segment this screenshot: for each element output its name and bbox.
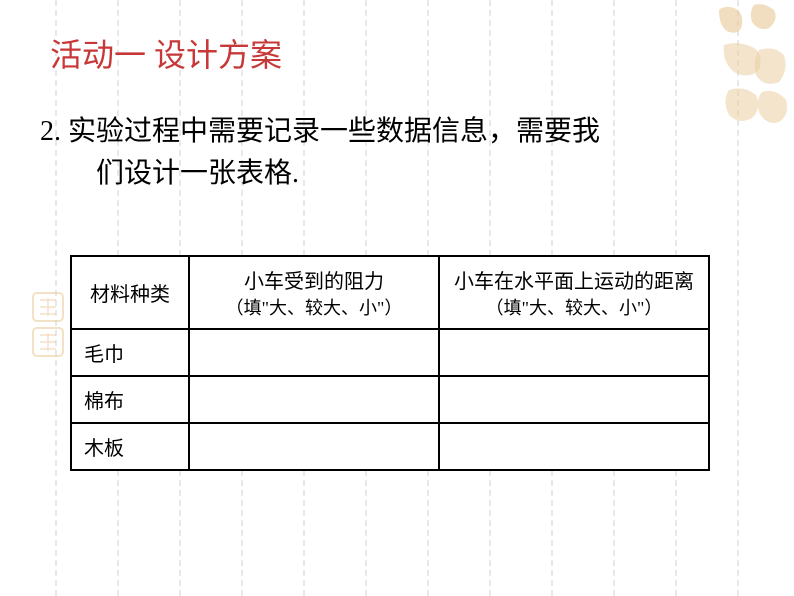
header-force-line1: 小车受到的阻力 [202, 265, 426, 294]
header-material: 材料种类 [71, 256, 189, 329]
cell-material: 木板 [71, 423, 189, 470]
cell-force [189, 329, 439, 376]
header-force: 小车受到的阻力 （填"大、较大、小"） [189, 256, 439, 329]
table-row: 棉布 [71, 376, 709, 423]
header-distance-line2: （填"大、较大、小"） [452, 294, 696, 320]
header-distance-line1: 小车在水平面上运动的距离 [452, 265, 696, 294]
cell-distance [439, 376, 709, 423]
table-header-row: 材料种类 小车受到的阻力 （填"大、较大、小"） 小车在水平面上运动的距离 （填… [71, 256, 709, 329]
paragraph-line1: 实验过程中需要记录一些数据信息，需要我 [68, 116, 600, 147]
cell-material: 棉布 [71, 376, 189, 423]
instruction-paragraph: 2. 实验过程中需要记录一些数据信息，需要我 们设计一张表格. [40, 111, 754, 195]
header-force-line2: （填"大、较大、小"） [202, 294, 426, 320]
paragraph-line2: 们设计一张表格. [40, 153, 754, 195]
main-content: 活动一 设计方案 2. 实验过程中需要记录一些数据信息，需要我 们设计一张表格.… [0, 0, 794, 501]
table-row: 毛巾 [71, 329, 709, 376]
paragraph-number: 2. [40, 116, 61, 147]
cell-force [189, 376, 439, 423]
cell-distance [439, 423, 709, 470]
cell-force [189, 423, 439, 470]
data-table: 材料种类 小车受到的阻力 （填"大、较大、小"） 小车在水平面上运动的距离 （填… [70, 255, 710, 471]
page-title: 活动一 设计方案 [40, 30, 754, 76]
cell-material: 毛巾 [71, 329, 189, 376]
header-distance: 小车在水平面上运动的距离 （填"大、较大、小"） [439, 256, 709, 329]
table-row: 木板 [71, 423, 709, 470]
cell-distance [439, 329, 709, 376]
